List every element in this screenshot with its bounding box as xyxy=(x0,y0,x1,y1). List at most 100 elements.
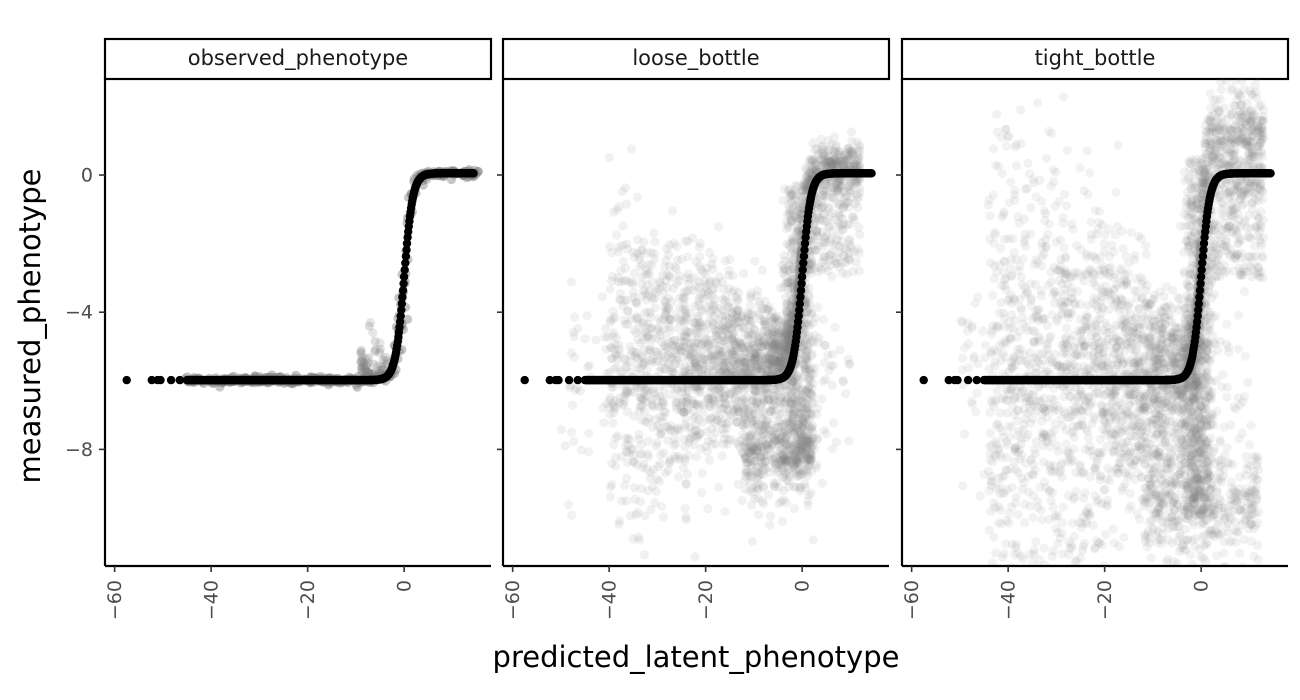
scatter-point xyxy=(739,394,749,404)
scatter-point xyxy=(845,248,855,258)
scatter-point xyxy=(680,337,691,347)
scatter-point xyxy=(711,331,721,341)
scatter-point xyxy=(831,161,841,171)
scatter-point xyxy=(689,354,699,364)
scatter-point xyxy=(846,192,856,202)
scatter-point xyxy=(675,454,685,464)
scatter-point xyxy=(833,208,844,218)
scatter-point xyxy=(800,364,810,374)
scatter-point xyxy=(717,347,727,357)
scatter-point xyxy=(777,260,787,270)
scatter-point xyxy=(665,326,675,336)
scatter-point xyxy=(807,383,817,393)
scatter-point xyxy=(702,427,712,437)
scatter-point xyxy=(655,277,665,287)
scatter-point xyxy=(618,301,628,311)
scatter-point xyxy=(742,404,753,414)
scatter-point xyxy=(809,240,820,250)
scatter-point xyxy=(808,440,818,450)
scatter-point xyxy=(833,184,843,194)
scatter-point xyxy=(781,344,792,354)
scatter-point xyxy=(720,322,730,332)
scatter-point xyxy=(786,215,796,225)
scatter-point xyxy=(762,358,773,369)
scatter-point xyxy=(808,233,818,243)
scatter-point xyxy=(745,317,756,327)
scatter-point xyxy=(707,285,717,295)
fit-point xyxy=(554,375,563,385)
scatter-point xyxy=(681,332,692,343)
scatter-point xyxy=(701,335,712,345)
scatter-point xyxy=(657,281,667,291)
scatter-point xyxy=(830,255,840,265)
x-tick-label: −60 xyxy=(104,580,126,620)
scatter-point xyxy=(752,338,763,348)
scatter-point xyxy=(783,199,794,209)
scatter-point xyxy=(798,181,809,191)
scatter-point xyxy=(649,386,659,396)
scatter-point xyxy=(680,503,690,514)
scatter-point xyxy=(755,451,766,461)
scatter-point xyxy=(749,402,759,412)
scatter-point xyxy=(741,365,751,375)
scatter-point xyxy=(707,382,717,392)
scatter-point xyxy=(653,347,663,357)
scatter-point xyxy=(778,342,788,352)
scatter-point xyxy=(753,352,764,362)
scatter-point xyxy=(793,214,803,224)
scatter-point xyxy=(770,435,780,445)
scatter-point xyxy=(727,315,738,325)
scatter-point xyxy=(843,144,853,154)
scatter-point xyxy=(677,315,687,325)
scatter-point xyxy=(781,432,791,443)
scatter-point xyxy=(764,341,774,351)
scatter-point xyxy=(643,319,653,329)
scatter-point xyxy=(629,451,639,461)
scatter-point xyxy=(740,360,751,370)
scatter-point xyxy=(733,294,743,304)
scatter-point xyxy=(644,260,654,270)
scatter-point xyxy=(756,341,767,351)
scatter-point xyxy=(784,204,795,214)
scatter-point xyxy=(709,294,720,304)
scatter-point xyxy=(775,409,785,419)
scatter-point xyxy=(770,338,780,348)
scatter-point xyxy=(724,284,734,294)
scatter-point xyxy=(832,240,842,250)
scatter-point xyxy=(693,401,703,412)
scatter-point xyxy=(640,417,651,427)
scatter-point xyxy=(614,340,624,351)
scatter-point xyxy=(813,302,823,312)
scatter-point xyxy=(795,441,805,451)
scatter-point xyxy=(787,216,797,226)
scatter-point xyxy=(805,454,815,464)
scatter-point xyxy=(825,260,836,270)
scatter-point xyxy=(778,437,788,447)
scatter-point xyxy=(723,330,733,340)
scatter-point xyxy=(789,377,799,387)
scatter-point xyxy=(215,382,225,392)
scatter-point xyxy=(787,299,797,309)
scatter-point xyxy=(775,354,785,364)
scatter-point xyxy=(779,344,789,354)
scatter-point xyxy=(643,345,654,355)
scatter-point xyxy=(785,327,795,337)
scatter-point xyxy=(729,320,739,330)
scatter-point xyxy=(792,458,802,468)
scatter-point xyxy=(793,435,803,445)
scatter-point xyxy=(761,341,771,351)
scatter-point xyxy=(768,439,778,449)
scatter-point xyxy=(609,382,619,392)
scatter-point xyxy=(778,428,788,438)
y-tick-label: 0 xyxy=(81,165,93,187)
scatter-point xyxy=(710,331,721,341)
scatter-point xyxy=(763,438,773,448)
scatter-point xyxy=(691,358,701,368)
scatter-point xyxy=(803,500,813,510)
scatter-point xyxy=(749,385,759,395)
scatter-point xyxy=(721,411,731,421)
scatter-point xyxy=(750,494,760,504)
scatter-point xyxy=(795,191,806,201)
scatter-point xyxy=(781,392,791,402)
scatter-point xyxy=(802,467,812,477)
